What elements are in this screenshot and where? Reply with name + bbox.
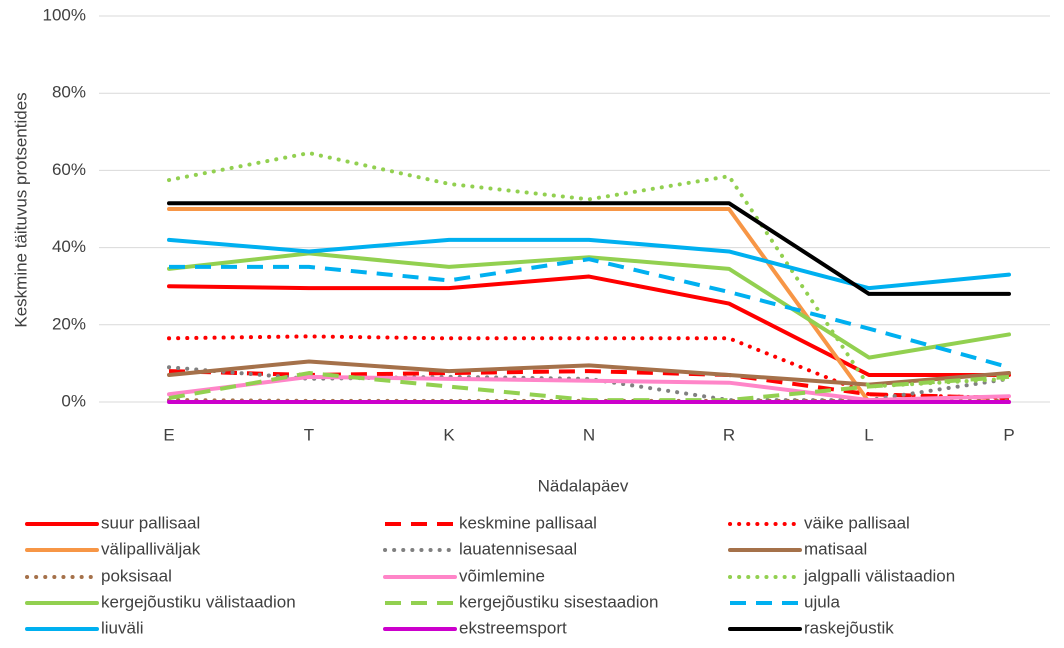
x-axis-title: Nädalapäev bbox=[538, 476, 629, 495]
x-tick-label: K bbox=[443, 425, 455, 444]
legend-label: võimlemine bbox=[459, 566, 545, 585]
x-tick-label: R bbox=[723, 425, 735, 444]
x-tick-label: T bbox=[304, 425, 314, 444]
series-line bbox=[167, 274, 1011, 377]
y-tick-label: 60% bbox=[52, 160, 86, 179]
legend-label: lauatennisesaal bbox=[459, 539, 577, 558]
legend-label: kergejõustiku välistaadion bbox=[101, 592, 296, 611]
x-tick-label: P bbox=[1003, 425, 1014, 444]
y-tick-label: 100% bbox=[43, 5, 86, 24]
legend-label: kergejõustiku sisestaadion bbox=[459, 592, 658, 611]
series-line bbox=[167, 237, 1011, 291]
legend-label: raskejõustik bbox=[804, 618, 894, 637]
legend-label: poksisaal bbox=[101, 566, 172, 585]
legend-label: matisaal bbox=[804, 539, 867, 558]
legend-label: väike pallisaal bbox=[804, 513, 910, 532]
legend-label: suur pallisaal bbox=[101, 513, 200, 532]
legend-label: ujula bbox=[804, 592, 840, 611]
legend-label: jalgpalli välistaadion bbox=[803, 566, 955, 585]
y-tick-label: 0% bbox=[61, 391, 86, 410]
series-line bbox=[167, 151, 1011, 389]
x-tick-label: E bbox=[163, 425, 174, 444]
series-line bbox=[167, 201, 1011, 296]
legend-label: välipalliväljak bbox=[101, 539, 201, 558]
series-line bbox=[167, 251, 1011, 360]
legend-label: ekstreemsport bbox=[459, 618, 567, 637]
series-line bbox=[169, 257, 1010, 370]
y-axis-title: Keskmine täituvus protsentides bbox=[11, 92, 30, 327]
y-tick-label: 20% bbox=[52, 314, 86, 333]
x-tick-label: L bbox=[864, 425, 873, 444]
series-line bbox=[167, 334, 1011, 401]
y-tick-label: 40% bbox=[52, 237, 86, 256]
x-tick-label: N bbox=[583, 425, 595, 444]
legend-label: liuväli bbox=[101, 618, 144, 637]
y-tick-label: 80% bbox=[52, 83, 86, 102]
legend-label: keskmine pallisaal bbox=[459, 513, 597, 532]
